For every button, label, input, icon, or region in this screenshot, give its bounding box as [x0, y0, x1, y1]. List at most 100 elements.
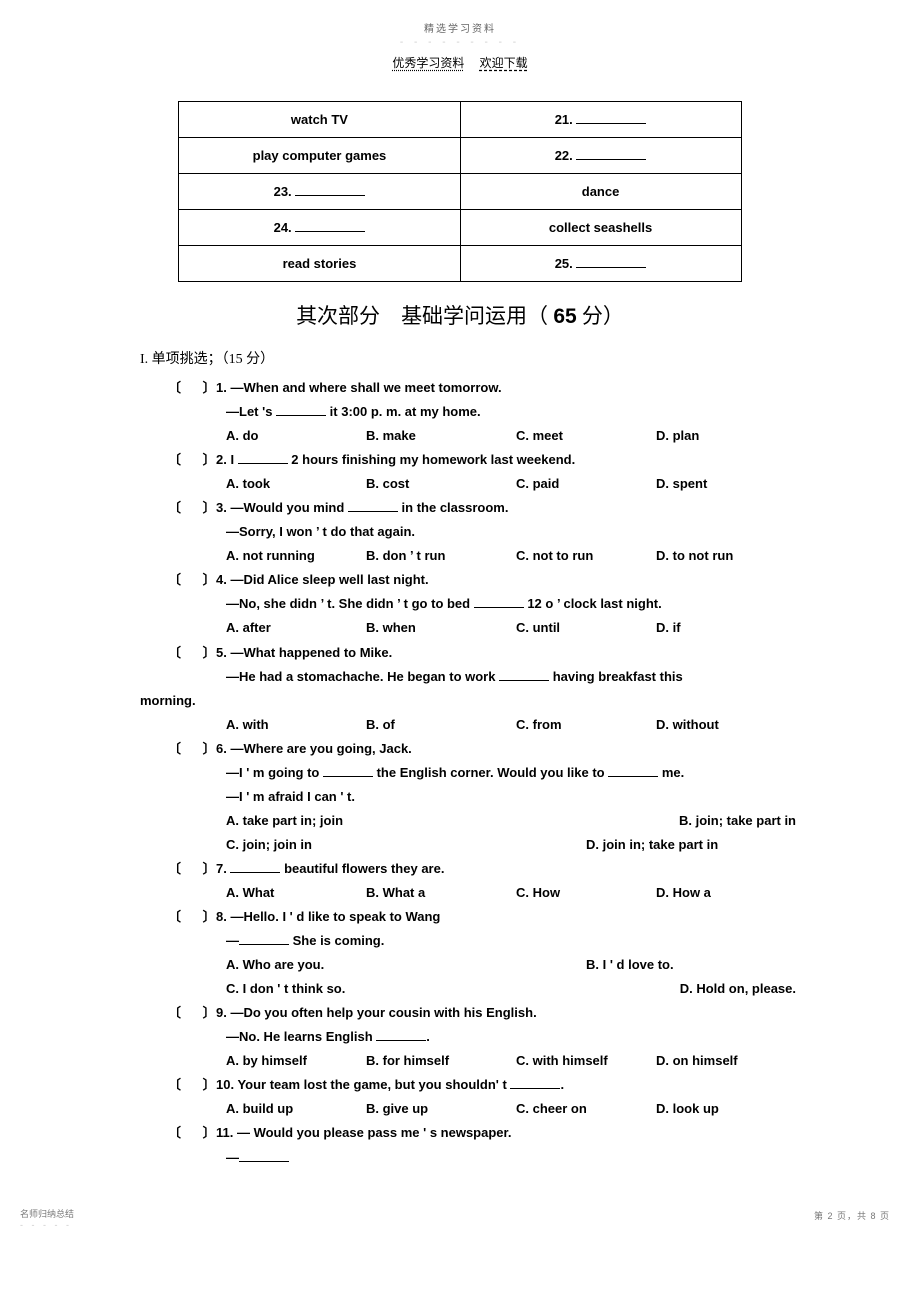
blank — [348, 501, 398, 512]
options: A. build up B. give up C. cheer on D. lo… — [226, 1097, 780, 1121]
num: 24. — [274, 220, 292, 235]
txt: beautiful flowers they are. — [280, 861, 444, 876]
question-row: 〔 〕 11. — Would you please pass me ' s n… — [168, 1121, 780, 1145]
bracket: 〔 〕 — [168, 376, 216, 400]
txt: morning. — [140, 689, 780, 713]
opt-b: B. I ' d love to. — [506, 953, 796, 977]
txt: in the classroom. — [398, 500, 509, 515]
header-dots: - - - - - - - - - — [140, 37, 780, 48]
txt: —Let 's — [226, 404, 276, 419]
qtext: 5. —What happened to Mike. — [216, 641, 780, 665]
options: A. take part in; join B. join; take part… — [226, 809, 780, 857]
blank — [474, 597, 524, 608]
q-line: — — [226, 1146, 780, 1170]
opt-b: B. for himself — [366, 1049, 516, 1073]
opt-a: A. not running — [226, 544, 366, 568]
opt-d: D. spent — [656, 472, 806, 496]
q-line: —Let 's it 3:00 p. m. at my home. — [226, 400, 780, 424]
qtext: 3. —Would you mind in the classroom. — [216, 496, 780, 520]
num: 22. — [555, 148, 573, 163]
t2: 基础学问运用（ — [401, 304, 548, 328]
opt-b: B. join; take part in — [506, 809, 796, 833]
opt-d: D. if — [656, 616, 806, 640]
txt: the English corner. Would you like to — [373, 765, 608, 780]
opt-b: B. of — [366, 713, 516, 737]
table-row: read stories 25. — [179, 246, 741, 282]
cell: 24. — [179, 210, 460, 246]
opt-b: B. make — [366, 424, 516, 448]
cell: 23. — [179, 174, 460, 210]
opt-c: C. join; join in — [226, 833, 506, 857]
cell: play computer games — [179, 138, 460, 174]
txt: —I ' m going to — [226, 765, 323, 780]
table-row: 23. dance — [179, 174, 741, 210]
opt-c: C. paid — [516, 472, 656, 496]
opt-b: B. cost — [366, 472, 516, 496]
cell: collect seashells — [460, 210, 741, 246]
txt: me. — [658, 765, 684, 780]
sub-left: 优秀学习资料 — [392, 56, 464, 70]
section-title: 其次部分 基础学问运用（ 65 分） — [140, 300, 780, 330]
question-row: 〔 〕 9. —Do you often help your cousin wi… — [168, 1001, 780, 1025]
opt-d: D. look up — [656, 1097, 806, 1121]
bracket: 〔 〕 — [168, 448, 216, 472]
opt-d: D. without — [656, 713, 806, 737]
txt: 2 hours finishing my homework last weeke… — [288, 452, 576, 467]
opt-d: D. How a — [656, 881, 806, 905]
options: A. Who are you. B. I ' d love to. C. I d… — [226, 953, 780, 1001]
table-row: watch TV 21. — [179, 102, 741, 138]
txt: . — [560, 1077, 564, 1092]
txt: 3. —Would you mind — [216, 500, 348, 515]
cell: read stories — [179, 246, 460, 282]
txt: —No, she didn ’ t. She didn ’ t go to be… — [226, 596, 474, 611]
opt-a: A. What — [226, 881, 366, 905]
q-line: — She is coming. — [226, 929, 780, 953]
bracket: 〔 〕 — [168, 857, 216, 881]
sub-header: 优秀学习资料 欢迎下载 — [140, 54, 780, 71]
bracket: 〔 〕 — [168, 905, 216, 929]
txt: —No. He learns English — [226, 1029, 376, 1044]
blank — [276, 405, 326, 416]
q-line: —Sorry, I won ’ t do that again. — [226, 520, 780, 544]
footer-left: 名师归纳总结 - - - - - — [20, 1207, 74, 1230]
opt-b: B. when — [366, 616, 516, 640]
blank — [576, 257, 646, 268]
txt: it 3:00 p. m. at my home. — [326, 404, 481, 419]
opt-b: B. don ’ t run — [366, 544, 516, 568]
opt-c: C. How — [516, 881, 656, 905]
opt-c: C. cheer on — [516, 1097, 656, 1121]
bracket: 〔 〕 — [168, 641, 216, 665]
question-row: 〔 〕 3. —Would you mind in the classroom. — [168, 496, 780, 520]
opt-a: A. after — [226, 616, 366, 640]
blank — [295, 185, 365, 196]
cell: dance — [460, 174, 741, 210]
options: A. not running B. don ’ t run C. not to … — [226, 544, 780, 568]
cell: 21. — [460, 102, 741, 138]
blank — [510, 1078, 560, 1089]
footer-dots: - - - - - — [20, 1220, 74, 1230]
opt-a: A. with — [226, 713, 366, 737]
opt-c: C. with himself — [516, 1049, 656, 1073]
txt: . — [426, 1029, 430, 1044]
txt: 7. — [216, 861, 230, 876]
t1: 其次部分 — [296, 304, 380, 328]
t4: 分） — [582, 304, 624, 328]
options: A. by himself B. for himself C. with him… — [226, 1049, 780, 1073]
txt: having breakfast this — [549, 669, 683, 684]
bracket: 〔 〕 — [168, 568, 216, 592]
q-line: —No, she didn ’ t. She didn ’ t go to be… — [226, 592, 780, 616]
sub-right: 欢迎下载 — [480, 56, 528, 70]
q-line-outdent: morning. — [140, 689, 780, 713]
opt-d: D. join in; take part in — [506, 833, 796, 857]
opt-b: B. give up — [366, 1097, 516, 1121]
opt-b: B. What a — [366, 881, 516, 905]
q-line: —No. He learns English . — [226, 1025, 780, 1049]
question-row: 〔 〕 1. —When and where shall we meet tom… — [168, 376, 780, 400]
q-line: —I ' m afraid I can ' t. — [226, 785, 780, 809]
qtext: 11. — Would you please pass me ' s newsp… — [216, 1121, 780, 1145]
opt-c: C. meet — [516, 424, 656, 448]
opt-d: D. Hold on, please. — [506, 977, 796, 1001]
cell: 22. — [460, 138, 741, 174]
opt-a: A. by himself — [226, 1049, 366, 1073]
txt: 2. I — [216, 452, 238, 467]
